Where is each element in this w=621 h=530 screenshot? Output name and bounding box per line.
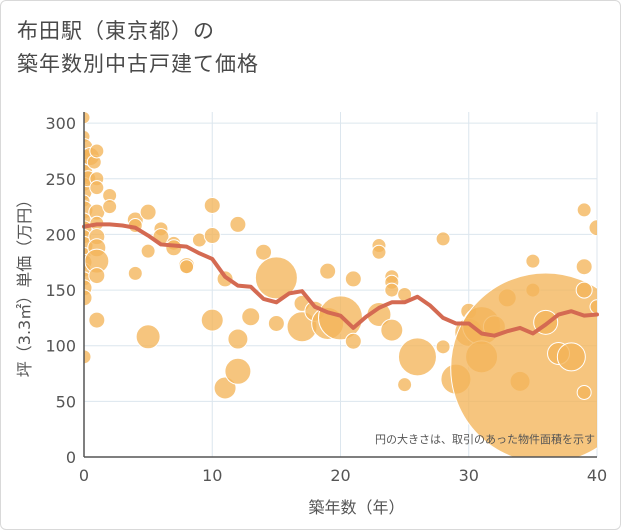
- bubble-39: [139, 203, 157, 221]
- bubble-91: [450, 272, 597, 457]
- tick-labels: 0 50 100 150 200 250 300 0 10 20 30 40: [45, 114, 607, 485]
- bubble-70: [371, 244, 387, 260]
- bubble-layer: [84, 111, 597, 457]
- bubble-49: [203, 196, 221, 214]
- x-axis-label: 築年数（年）: [308, 498, 404, 517]
- x-tick-label-30: 30: [459, 466, 479, 485]
- bubble-32: [88, 267, 106, 285]
- x-tick-label-0: 0: [79, 466, 89, 485]
- bubble-80: [435, 339, 451, 355]
- bubble-56: [224, 357, 252, 385]
- line-layer: [82, 222, 599, 338]
- bubble-24: [89, 143, 105, 159]
- bubble-67: [344, 270, 362, 288]
- bubble-64: [319, 262, 337, 280]
- x-tick-label-10: 10: [202, 466, 222, 485]
- bubble-77: [397, 377, 413, 393]
- chart-title: 布田駅（東京都）の 築年数別中古戸建て価格: [17, 15, 259, 81]
- bubble-50: [203, 227, 221, 245]
- bubble-0: [84, 111, 91, 125]
- bubble-35: [102, 199, 118, 215]
- bubble-54: [229, 215, 247, 233]
- bubble-38: [127, 265, 143, 281]
- x-tick-label-40: 40: [587, 466, 607, 485]
- bubble-57: [241, 307, 261, 327]
- bubble-89: [525, 253, 541, 269]
- chart-title-line2: 築年数別中古戸建て価格: [17, 52, 259, 76]
- y-tick-label-0: 0: [66, 448, 76, 467]
- y-tick-label-100: 100: [45, 337, 76, 356]
- y-tick-label-50: 50: [56, 392, 76, 411]
- bubble-60: [267, 314, 285, 332]
- bubble-94: [556, 342, 586, 372]
- bubble-47: [179, 259, 195, 275]
- bubble-95: [576, 202, 592, 218]
- bubble-99: [588, 219, 597, 237]
- bubble-58: [255, 243, 273, 261]
- bubble-97: [575, 281, 593, 299]
- bubble-20: [84, 349, 92, 365]
- bubble-41: [135, 324, 161, 350]
- bubble-40: [140, 243, 156, 259]
- y-tick-label-150: 150: [45, 281, 76, 300]
- y-tick-label-250: 250: [45, 170, 76, 189]
- bubble-68: [344, 332, 362, 350]
- bubble-59: [254, 256, 298, 300]
- bubble-78: [397, 337, 437, 377]
- axes: [83, 112, 597, 458]
- y-tick-label-300: 300: [45, 114, 76, 133]
- chart-title-line1: 布田駅（東京都）の: [17, 19, 215, 43]
- bubble-75: [380, 318, 404, 342]
- bubble-98: [576, 384, 592, 400]
- bubble-size-note: 円の大きさは、取引のあった物件面積を示す: [375, 432, 595, 446]
- bubble-19: [84, 289, 93, 307]
- bubble-33: [88, 311, 106, 329]
- bubble-26: [89, 180, 105, 196]
- y-axis-label: 坪（3.3㎡）単価（万円）: [15, 192, 34, 377]
- bubble-96: [575, 258, 593, 276]
- y-tick-label-200: 200: [45, 225, 76, 244]
- bubble-79: [435, 231, 451, 247]
- bubble-55: [227, 328, 249, 350]
- bubble-51: [200, 308, 224, 332]
- bubble-100: [589, 299, 597, 315]
- bubble-74: [384, 282, 400, 298]
- series-line-0: [82, 222, 599, 338]
- x-tick-label-20: 20: [330, 466, 350, 485]
